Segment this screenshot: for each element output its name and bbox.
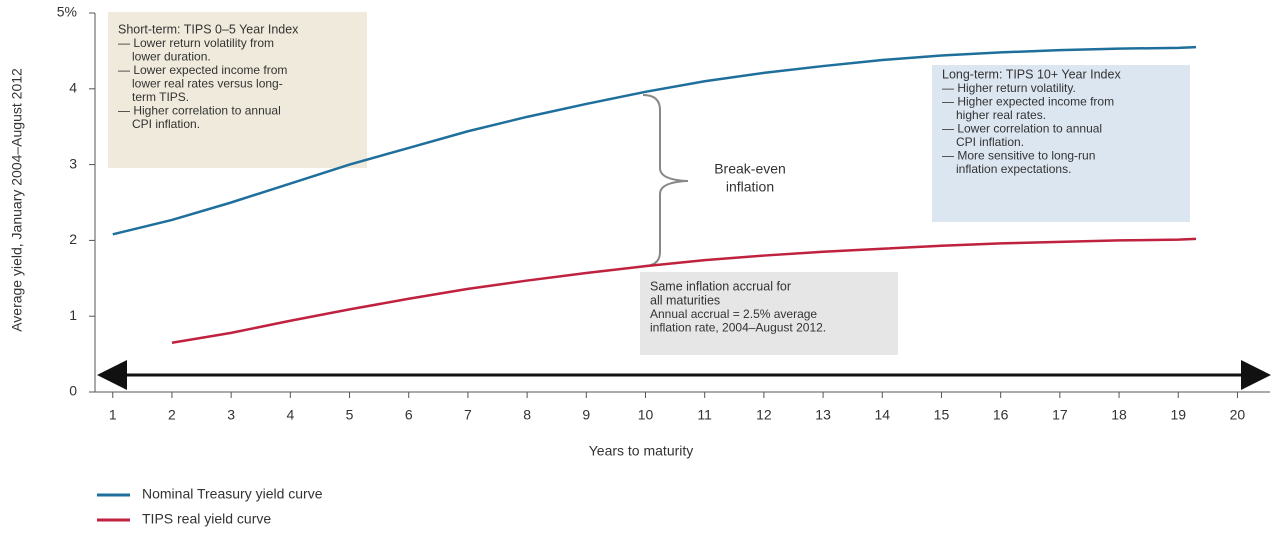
brace-label: inflation xyxy=(726,179,774,195)
x-tick-label: 1 xyxy=(109,407,117,423)
annotation-box xyxy=(932,65,1190,222)
annotation-text: — Higher correlation to annual xyxy=(118,104,281,118)
annotation-text: lower duration. xyxy=(132,50,211,64)
y-axis-label: Average yield, January 2004–August 2012 xyxy=(9,68,25,332)
line xyxy=(112,45,1197,236)
annotation-title: Same inflation accrual for xyxy=(650,279,791,293)
line xyxy=(171,237,1197,344)
annotation-text: CPI inflation. xyxy=(132,117,200,131)
y-tick-label: 1 xyxy=(69,307,77,323)
y-tick-label: 4 xyxy=(69,80,77,96)
x-tick-label: 15 xyxy=(934,407,950,423)
annotation-text: — More sensitive to long-run xyxy=(942,149,1095,163)
annotation-text: term TIPS. xyxy=(132,90,189,104)
annotation-title: Long-term: TIPS 10+ Year Index xyxy=(942,67,1121,81)
annotation-text: higher real rates. xyxy=(956,108,1046,122)
x-tick-label: 6 xyxy=(405,407,413,423)
annotation-text: inflation rate, 2004–August 2012. xyxy=(650,321,826,335)
x-tick-label: 5 xyxy=(346,407,354,423)
x-tick-label: 9 xyxy=(582,407,590,423)
brace xyxy=(642,94,689,267)
x-tick-label: 12 xyxy=(756,407,772,423)
x-tick-label: 10 xyxy=(638,407,654,423)
annotation-title: all maturities xyxy=(650,293,720,307)
y-tick-label: 2 xyxy=(69,231,77,247)
annotation-text: — Higher return volatility. xyxy=(942,81,1076,95)
x-tick-label: 7 xyxy=(464,407,472,423)
x-axis-label: Years to maturity xyxy=(589,443,694,459)
x-tick-label: 16 xyxy=(993,407,1009,423)
brace-label: Break-even xyxy=(714,161,786,177)
x-tick-label: 19 xyxy=(1170,407,1186,423)
x-tick-label: 17 xyxy=(1052,407,1068,423)
x-tick-label: 13 xyxy=(815,407,831,423)
annotation-box xyxy=(640,272,898,355)
x-tick-label: 3 xyxy=(227,407,235,423)
x-tick-label: 8 xyxy=(523,407,531,423)
annotation-text: CPI inflation. xyxy=(956,135,1024,149)
annotation-text: Annual accrual = 2.5% average xyxy=(650,307,817,321)
annotation-text: — Higher expected income from xyxy=(942,95,1114,109)
annotation-title: Short-term: TIPS 0–5 Year Index xyxy=(118,22,299,36)
y-tick-label: 3 xyxy=(69,155,77,171)
x-tick-label: 18 xyxy=(1111,407,1127,423)
annotation-text: inflation expectations. xyxy=(956,162,1071,176)
legend-label: TIPS real yield curve xyxy=(142,511,271,527)
y-tick-label: 0 xyxy=(69,383,77,399)
annotation-text: — Lower expected income from xyxy=(118,63,287,77)
annotation-text: lower real rates versus long- xyxy=(132,77,283,91)
x-tick-label: 20 xyxy=(1230,407,1246,423)
x-tick-label: 11 xyxy=(697,407,712,423)
legend-label: Nominal Treasury yield curve xyxy=(142,486,323,502)
annotation-text: — Lower correlation to annual xyxy=(942,122,1102,136)
y-tick-label: 5% xyxy=(57,4,77,20)
annotations: Short-term: TIPS 0–5 Year Index— Lower r… xyxy=(118,22,1121,334)
x-tick-label: 14 xyxy=(874,407,890,423)
x-tick-label: 4 xyxy=(286,407,294,423)
annotation-box xyxy=(108,12,367,168)
x-tick-label: 2 xyxy=(168,407,176,423)
annotation-text: — Lower return volatility from xyxy=(118,36,274,50)
